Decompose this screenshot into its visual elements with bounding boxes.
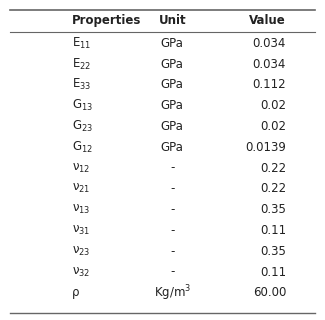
Text: ν$_{23}$: ν$_{23}$: [72, 245, 90, 258]
Text: E$_{22}$: E$_{22}$: [72, 56, 91, 72]
Text: GPa: GPa: [161, 58, 184, 70]
Text: Value: Value: [249, 14, 286, 27]
Text: 0.02: 0.02: [260, 120, 286, 133]
Text: 0.35: 0.35: [260, 245, 286, 258]
Text: GPa: GPa: [161, 141, 184, 154]
Text: GPa: GPa: [161, 37, 184, 50]
Text: -: -: [170, 245, 175, 258]
Text: 0.11: 0.11: [260, 266, 286, 278]
Text: GPa: GPa: [161, 99, 184, 112]
Text: 0.112: 0.112: [253, 78, 286, 91]
Text: GPa: GPa: [161, 78, 184, 91]
Text: 0.034: 0.034: [253, 37, 286, 50]
Text: 0.02: 0.02: [260, 99, 286, 112]
Text: ν$_{12}$: ν$_{12}$: [72, 162, 90, 174]
Text: 60.00: 60.00: [253, 286, 286, 299]
Text: GPa: GPa: [161, 120, 184, 133]
Text: 0.22: 0.22: [260, 162, 286, 174]
Text: ν$_{32}$: ν$_{32}$: [72, 266, 90, 278]
Text: G$_{23}$: G$_{23}$: [72, 119, 93, 134]
Text: ν$_{21}$: ν$_{21}$: [72, 182, 90, 195]
Text: 0.11: 0.11: [260, 224, 286, 237]
Text: G$_{13}$: G$_{13}$: [72, 98, 93, 113]
Text: -: -: [170, 182, 175, 195]
Text: 0.22: 0.22: [260, 182, 286, 195]
Text: ν$_{31}$: ν$_{31}$: [72, 224, 90, 237]
Text: G$_{12}$: G$_{12}$: [72, 140, 92, 155]
Text: -: -: [170, 162, 175, 174]
Text: Unit: Unit: [159, 14, 186, 27]
Text: 0.0139: 0.0139: [245, 141, 286, 154]
Text: E$_{33}$: E$_{33}$: [72, 77, 91, 92]
Text: ν$_{13}$: ν$_{13}$: [72, 203, 90, 216]
Text: -: -: [170, 266, 175, 278]
Text: ρ: ρ: [72, 286, 79, 299]
Text: -: -: [170, 203, 175, 216]
Text: -: -: [170, 224, 175, 237]
Text: Properties: Properties: [72, 14, 141, 27]
Text: E$_{11}$: E$_{11}$: [72, 36, 91, 51]
Text: Kg/m$^{3}$: Kg/m$^{3}$: [154, 283, 191, 303]
Text: 0.034: 0.034: [253, 58, 286, 70]
Text: 0.35: 0.35: [260, 203, 286, 216]
